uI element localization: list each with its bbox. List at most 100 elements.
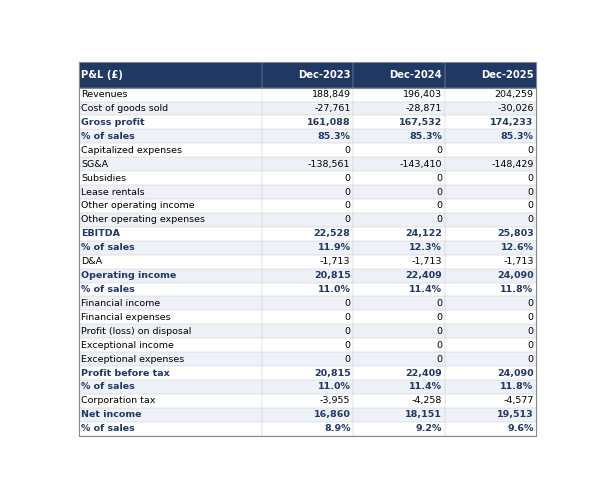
Text: 0: 0 <box>527 299 533 308</box>
Bar <box>445 62 536 88</box>
Text: % of sales: % of sales <box>82 383 135 391</box>
Text: 0: 0 <box>527 313 533 322</box>
Text: 11.4%: 11.4% <box>409 285 442 294</box>
Text: -138,561: -138,561 <box>308 160 350 169</box>
Text: 0: 0 <box>436 187 442 197</box>
Text: 0: 0 <box>527 146 533 155</box>
Text: Cost of goods sold: Cost of goods sold <box>82 104 169 113</box>
Text: 18,151: 18,151 <box>405 410 442 420</box>
Text: 12.3%: 12.3% <box>409 243 442 252</box>
Bar <box>79 129 536 143</box>
Text: Financial expenses: Financial expenses <box>82 313 171 322</box>
Text: Dec-2025: Dec-2025 <box>481 70 533 80</box>
Text: -4,577: -4,577 <box>503 396 533 405</box>
Text: 0: 0 <box>436 341 442 350</box>
Text: Profit before tax: Profit before tax <box>82 369 170 378</box>
Bar <box>79 88 536 102</box>
Text: D&A: D&A <box>82 257 103 266</box>
Text: 20,815: 20,815 <box>314 271 350 280</box>
Bar <box>79 338 536 352</box>
Bar <box>79 408 536 422</box>
Text: 0: 0 <box>344 174 350 182</box>
Text: -1,713: -1,713 <box>320 257 350 266</box>
Bar <box>79 115 536 129</box>
Bar <box>79 311 536 324</box>
Text: 161,088: 161,088 <box>307 118 350 127</box>
Text: 0: 0 <box>436 299 442 308</box>
Text: 196,403: 196,403 <box>403 90 442 99</box>
Text: 85.3%: 85.3% <box>409 132 442 141</box>
Text: Dec-2024: Dec-2024 <box>389 70 442 80</box>
Text: Corporation tax: Corporation tax <box>82 396 156 405</box>
Text: % of sales: % of sales <box>82 132 135 141</box>
Text: Dec-2023: Dec-2023 <box>298 70 350 80</box>
Text: % of sales: % of sales <box>82 285 135 294</box>
Text: 167,532: 167,532 <box>399 118 442 127</box>
Bar <box>79 143 536 157</box>
Text: 16,860: 16,860 <box>314 410 350 420</box>
Text: 0: 0 <box>527 174 533 182</box>
Text: Profit (loss) on disposal: Profit (loss) on disposal <box>82 327 192 336</box>
Text: -4,258: -4,258 <box>412 396 442 405</box>
Bar <box>79 324 536 338</box>
Text: 24,090: 24,090 <box>497 369 533 378</box>
Text: 9.2%: 9.2% <box>416 424 442 433</box>
Bar <box>79 380 536 394</box>
Text: 19,513: 19,513 <box>497 410 533 420</box>
Text: 0: 0 <box>527 187 533 197</box>
Bar <box>79 199 536 213</box>
Text: Exceptional income: Exceptional income <box>82 341 175 350</box>
Text: 12.6%: 12.6% <box>500 243 533 252</box>
Text: 0: 0 <box>527 215 533 224</box>
Text: 0: 0 <box>344 341 350 350</box>
Text: 174,233: 174,233 <box>490 118 533 127</box>
Text: -1,713: -1,713 <box>503 257 533 266</box>
Text: 24,122: 24,122 <box>405 229 442 238</box>
Bar <box>79 185 536 199</box>
Text: 0: 0 <box>436 327 442 336</box>
Bar <box>262 62 353 88</box>
Text: Other operating expenses: Other operating expenses <box>82 215 205 224</box>
Text: 0: 0 <box>344 187 350 197</box>
Text: Capitalized expenses: Capitalized expenses <box>82 146 182 155</box>
Text: -3,955: -3,955 <box>320 396 350 405</box>
Bar <box>79 352 536 366</box>
Text: 85.3%: 85.3% <box>500 132 533 141</box>
Text: Other operating income: Other operating income <box>82 202 195 211</box>
Text: Revenues: Revenues <box>82 90 128 99</box>
Bar <box>353 62 445 88</box>
Text: 0: 0 <box>344 313 350 322</box>
Bar <box>79 296 536 311</box>
Text: Operating income: Operating income <box>82 271 177 280</box>
Text: SG&A: SG&A <box>82 160 109 169</box>
Bar <box>79 157 536 171</box>
Text: -30,026: -30,026 <box>497 104 533 113</box>
Text: Exceptional expenses: Exceptional expenses <box>82 354 185 364</box>
Text: 0: 0 <box>436 146 442 155</box>
Text: 0: 0 <box>527 354 533 364</box>
Text: -28,871: -28,871 <box>406 104 442 113</box>
Text: 25,803: 25,803 <box>497 229 533 238</box>
Bar <box>79 422 536 436</box>
Bar <box>79 394 536 408</box>
Text: 24,090: 24,090 <box>497 271 533 280</box>
Text: 0: 0 <box>344 215 350 224</box>
Text: -143,410: -143,410 <box>400 160 442 169</box>
Text: 0: 0 <box>436 174 442 182</box>
Bar <box>79 282 536 296</box>
Text: 0: 0 <box>527 202 533 211</box>
Text: Financial income: Financial income <box>82 299 161 308</box>
Text: 22,409: 22,409 <box>405 271 442 280</box>
Bar <box>79 269 536 282</box>
Text: 11.9%: 11.9% <box>317 243 350 252</box>
Text: 85.3%: 85.3% <box>317 132 350 141</box>
Text: 11.0%: 11.0% <box>317 383 350 391</box>
Text: 0: 0 <box>527 341 533 350</box>
Text: 11.4%: 11.4% <box>409 383 442 391</box>
Text: % of sales: % of sales <box>82 243 135 252</box>
Text: Gross profit: Gross profit <box>82 118 145 127</box>
Text: 20,815: 20,815 <box>314 369 350 378</box>
Bar <box>79 213 536 227</box>
Text: -1,713: -1,713 <box>412 257 442 266</box>
Text: Lease rentals: Lease rentals <box>82 187 145 197</box>
